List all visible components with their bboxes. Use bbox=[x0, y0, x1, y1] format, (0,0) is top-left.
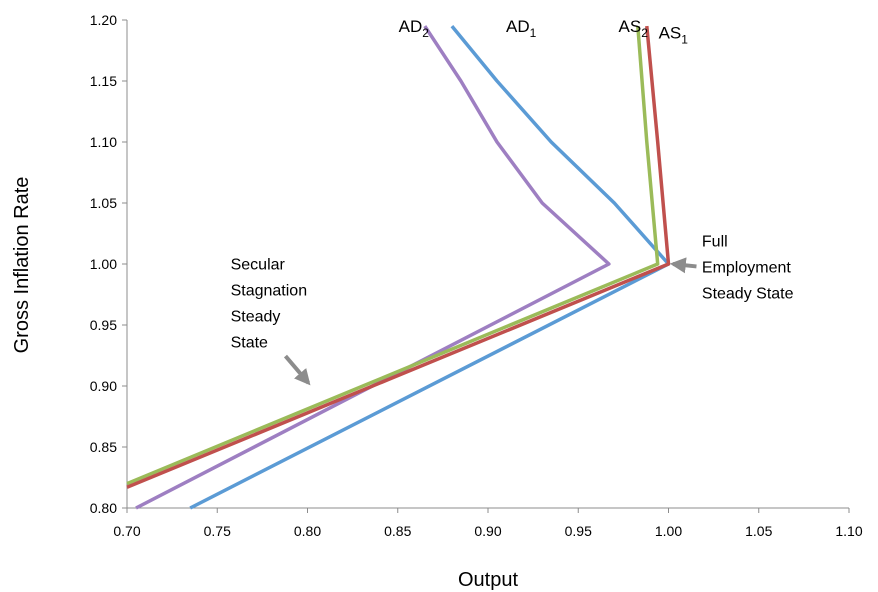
series-line-ad1 bbox=[189, 24, 671, 510]
y-tick-label: 1.20 bbox=[90, 12, 117, 28]
x-axis-title: Output bbox=[458, 569, 518, 591]
curve-label-ad2: AD2 bbox=[399, 17, 430, 40]
x-tick-label: 0.80 bbox=[294, 523, 321, 539]
annotations: Secular Stagnation Steady State Full Employme… bbox=[231, 233, 794, 386]
y-tick-label: 1.10 bbox=[90, 134, 117, 150]
y-tick-label: 1.00 bbox=[90, 256, 117, 272]
y-tick-label: 0.90 bbox=[90, 378, 117, 394]
y-tick-label: 0.85 bbox=[90, 439, 117, 455]
series-line-as1 bbox=[126, 25, 671, 489]
annotation-text: Full Employment Steady State bbox=[702, 233, 794, 302]
x-tick-label: 0.95 bbox=[565, 523, 592, 539]
x-tick-label: 1.10 bbox=[835, 523, 862, 539]
y-axis-title: Gross Inflation Rate bbox=[11, 177, 33, 354]
x-tick-label: 1.05 bbox=[745, 523, 772, 539]
y-tick-label: 1.05 bbox=[90, 195, 117, 211]
annotation-text: Secular Stagnation Steady State bbox=[231, 256, 308, 351]
curve-label-ad1: AD1 bbox=[506, 17, 537, 40]
curve-label-as1: AS1 bbox=[659, 23, 689, 46]
y-tick-label: 1.15 bbox=[90, 73, 117, 89]
annotation-arrow bbox=[669, 257, 697, 274]
x-tick-label: 0.85 bbox=[384, 523, 411, 539]
y-tick-label: 0.95 bbox=[90, 317, 117, 333]
annotation-arrow bbox=[283, 354, 311, 386]
x-tick-label: 1.00 bbox=[655, 523, 682, 539]
x-tick-label: 0.90 bbox=[474, 523, 501, 539]
x-tick-label: 0.75 bbox=[204, 523, 231, 539]
series-line-as2 bbox=[126, 25, 660, 486]
y-tick-label: 0.80 bbox=[90, 500, 117, 516]
series-line-ad2 bbox=[135, 25, 611, 510]
tick-labels: 0.80 0.85 0.90 0.95 1.00 1.05 1.10 1.15 1.20 0.70… bbox=[90, 12, 863, 539]
axes bbox=[122, 19, 850, 513]
x-tick-label: 0.70 bbox=[113, 523, 140, 539]
series-lines bbox=[126, 24, 671, 510]
curve-labels: AD1 AD2 AS2 AS1 bbox=[399, 17, 689, 46]
curve-label-as2: AS2 bbox=[619, 17, 649, 40]
